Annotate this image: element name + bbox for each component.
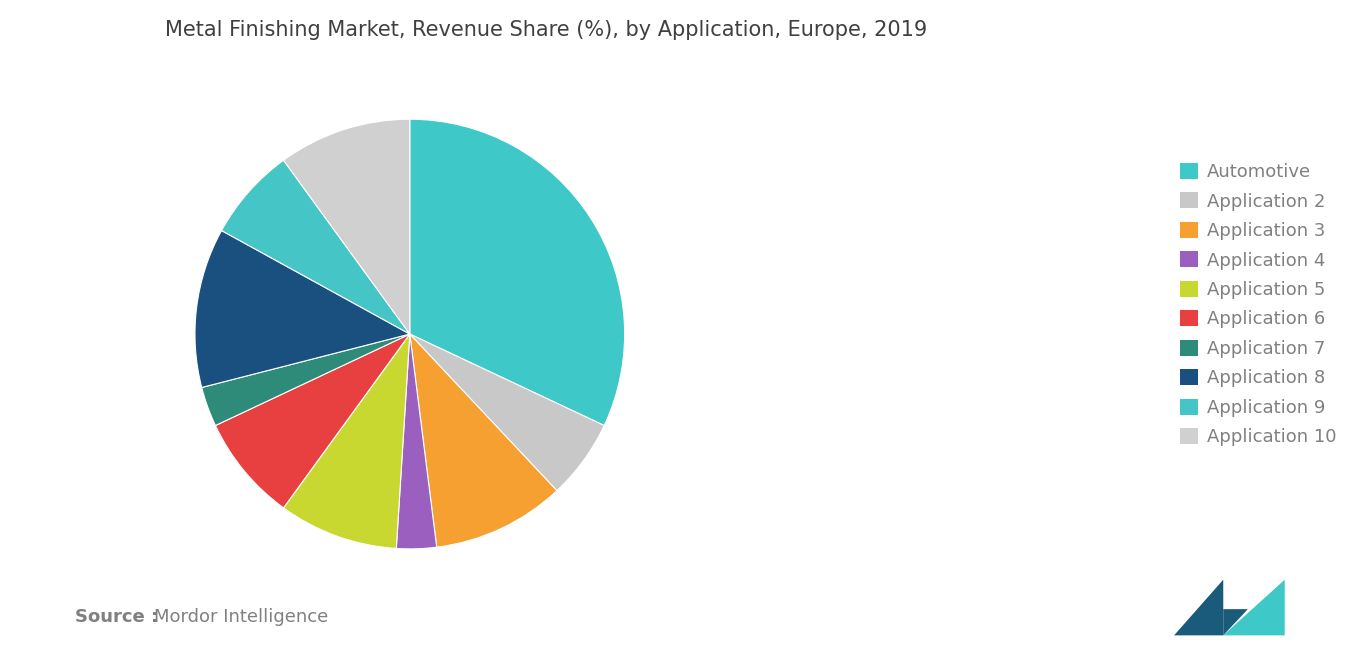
Wedge shape xyxy=(195,231,410,388)
Polygon shape xyxy=(1224,609,1249,635)
Wedge shape xyxy=(410,119,624,426)
Wedge shape xyxy=(284,119,410,334)
Text: Mordor Intelligence: Mordor Intelligence xyxy=(154,608,329,626)
Polygon shape xyxy=(1224,580,1284,635)
Wedge shape xyxy=(410,334,557,547)
Legend: Automotive, Application 2, Application 3, Application 4, Application 5, Applicat: Automotive, Application 2, Application 3… xyxy=(1180,163,1336,446)
Wedge shape xyxy=(221,160,410,334)
Polygon shape xyxy=(1175,580,1224,635)
Wedge shape xyxy=(202,334,410,426)
Wedge shape xyxy=(216,334,410,508)
Wedge shape xyxy=(396,334,437,549)
Text: Metal Finishing Market, Revenue Share (%), by Application, Europe, 2019: Metal Finishing Market, Revenue Share (%… xyxy=(165,20,928,40)
Wedge shape xyxy=(410,334,604,491)
Wedge shape xyxy=(284,334,410,548)
Text: Source :: Source : xyxy=(75,608,158,626)
